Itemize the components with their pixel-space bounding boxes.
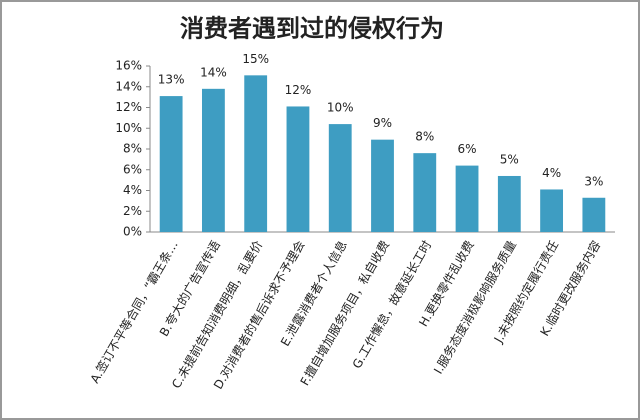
y-tick-label: 16% [115, 59, 142, 73]
y-tick-label: 14% [115, 79, 142, 93]
value-label: 4% [542, 166, 561, 180]
bar [201, 88, 225, 232]
y-tick-label: 8% [123, 142, 142, 156]
y-tick-label: 2% [123, 204, 142, 218]
value-label: 13% [158, 73, 185, 87]
value-label: 10% [327, 101, 354, 115]
value-label: 5% [500, 152, 519, 166]
value-label: 3% [584, 174, 603, 188]
y-tick-label: 4% [123, 183, 142, 197]
y-tick-label: 10% [115, 121, 142, 135]
value-label: 6% [458, 142, 477, 156]
y-tick-label: 0% [123, 225, 142, 239]
value-label: 14% [200, 65, 227, 79]
value-label: 15% [242, 52, 269, 66]
bar [413, 153, 437, 232]
bar [455, 165, 479, 232]
bar [286, 106, 310, 232]
bar [159, 96, 183, 233]
bar [371, 139, 394, 232]
bar [540, 189, 564, 232]
bar [497, 175, 521, 232]
value-label: 12% [285, 83, 312, 97]
value-label: 9% [373, 116, 392, 130]
bar [328, 124, 352, 232]
y-tick-label: 12% [115, 100, 142, 114]
y-tick-label: 6% [123, 162, 142, 176]
bar [582, 197, 606, 232]
chart-title: 消费者遇到过的侵权行为 [180, 14, 444, 43]
value-label: 8% [415, 130, 434, 144]
bar [244, 75, 268, 233]
